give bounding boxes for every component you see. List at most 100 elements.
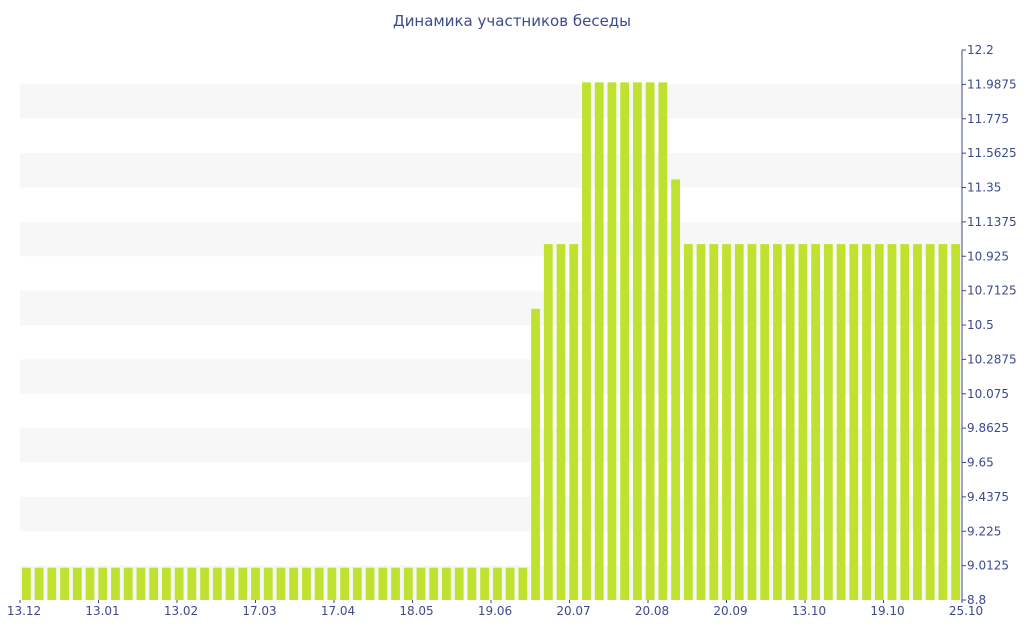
y-tick-label: 10.075 xyxy=(967,387,1009,401)
x-tick-label: 13.10 xyxy=(792,604,826,618)
bar[interactable] xyxy=(162,567,171,600)
bar[interactable] xyxy=(47,567,57,600)
x-tick-label: 17.04 xyxy=(321,604,355,618)
bar[interactable] xyxy=(238,567,248,600)
bar[interactable] xyxy=(683,244,693,600)
bar[interactable] xyxy=(785,244,795,600)
y-tick-label: 11.9875 xyxy=(967,77,1017,91)
bar[interactable] xyxy=(251,567,260,600)
bar[interactable] xyxy=(72,567,82,600)
bar[interactable] xyxy=(454,567,464,600)
bar[interactable] xyxy=(569,244,579,600)
bar[interactable] xyxy=(136,567,146,600)
bar[interactable] xyxy=(620,82,630,601)
bar[interactable] xyxy=(645,82,655,601)
grid-band xyxy=(20,153,962,188)
bar[interactable] xyxy=(938,244,948,600)
bar[interactable] xyxy=(391,567,400,600)
grid-band xyxy=(20,84,962,119)
bar[interactable] xyxy=(747,244,757,600)
bar[interactable] xyxy=(85,567,95,600)
bar[interactable] xyxy=(760,244,770,600)
bar[interactable] xyxy=(811,244,820,600)
bar[interactable] xyxy=(505,567,515,600)
bar[interactable] xyxy=(98,567,108,600)
bar[interactable] xyxy=(149,567,159,600)
bar[interactable] xyxy=(556,244,566,600)
grid-bands xyxy=(20,84,962,600)
y-tick-label: 9.225 xyxy=(967,524,1001,538)
grid-band xyxy=(20,221,962,257)
bar[interactable] xyxy=(913,244,922,600)
bar[interactable] xyxy=(874,244,884,600)
bar[interactable] xyxy=(416,567,426,600)
y-tick-label: 10.5 xyxy=(967,318,994,332)
bar[interactable] xyxy=(21,567,31,600)
y-tick-label: 10.2875 xyxy=(967,352,1017,366)
x-tick-label: 17.03 xyxy=(242,604,276,618)
bar[interactable] xyxy=(263,567,273,600)
bar[interactable] xyxy=(543,244,553,600)
bar[interactable] xyxy=(378,567,388,600)
bar[interactable] xyxy=(480,567,490,600)
bar[interactable] xyxy=(722,244,731,600)
bar[interactable] xyxy=(276,567,286,600)
bar[interactable] xyxy=(594,82,604,601)
bar[interactable] xyxy=(467,567,477,600)
bar[interactable] xyxy=(225,567,235,600)
bar[interactable] xyxy=(582,82,591,601)
bar[interactable] xyxy=(531,308,540,600)
bar[interactable] xyxy=(798,244,808,600)
y-tick-label: 11.35 xyxy=(967,181,1001,195)
bar[interactable] xyxy=(925,244,935,600)
bar[interactable] xyxy=(340,567,349,600)
bar[interactable] xyxy=(492,567,502,600)
bar[interactable] xyxy=(671,179,680,600)
bar[interactable] xyxy=(734,244,744,600)
bar[interactable] xyxy=(314,567,324,600)
bar[interactable] xyxy=(442,567,451,600)
bar[interactable] xyxy=(34,567,44,600)
bar[interactable] xyxy=(365,567,375,600)
bar[interactable] xyxy=(607,82,617,601)
bar[interactable] xyxy=(302,567,311,600)
bar[interactable] xyxy=(951,244,961,600)
bar[interactable] xyxy=(123,567,133,600)
bar[interactable] xyxy=(696,244,706,600)
bar[interactable] xyxy=(60,567,69,600)
bar[interactable] xyxy=(352,567,362,600)
bars xyxy=(21,82,961,601)
bar[interactable] xyxy=(887,244,897,600)
bar[interactable] xyxy=(658,82,668,601)
x-tick-label: 20.07 xyxy=(556,604,590,618)
bar[interactable] xyxy=(633,82,642,601)
x-tick-label: 19.06 xyxy=(478,604,512,618)
x-tick-label: 13.12 xyxy=(7,604,41,618)
y-tick-label: 11.1375 xyxy=(967,215,1017,229)
bar[interactable] xyxy=(709,244,719,600)
bar[interactable] xyxy=(111,567,120,600)
bar[interactable] xyxy=(403,567,413,600)
y-tick-label: 9.8625 xyxy=(967,421,1009,435)
bar[interactable] xyxy=(187,567,197,600)
grid-band xyxy=(20,359,962,394)
bar[interactable] xyxy=(200,567,209,600)
y-tick-label: 12.2 xyxy=(967,43,994,57)
bar[interactable] xyxy=(174,567,184,600)
bar[interactable] xyxy=(773,244,782,600)
bar[interactable] xyxy=(849,244,859,600)
bar[interactable] xyxy=(900,244,910,600)
bar[interactable] xyxy=(327,567,337,600)
y-tick-label: 9.65 xyxy=(967,456,994,470)
bar[interactable] xyxy=(836,244,846,600)
bar[interactable] xyxy=(518,567,528,600)
chart-title: Динамика участников беседы xyxy=(392,12,632,30)
bar[interactable] xyxy=(862,244,871,600)
bar[interactable] xyxy=(212,567,222,600)
y-tick-label: 10.925 xyxy=(967,249,1009,263)
bar[interactable] xyxy=(823,244,833,600)
bar[interactable] xyxy=(429,567,439,600)
x-tick-label: 13.01 xyxy=(85,604,119,618)
y-axis-ticks: 8.8 9.0125 9.225 9.4375 9.65 9.8625 10.075 10.2… xyxy=(962,43,1017,607)
bar[interactable] xyxy=(289,567,299,600)
